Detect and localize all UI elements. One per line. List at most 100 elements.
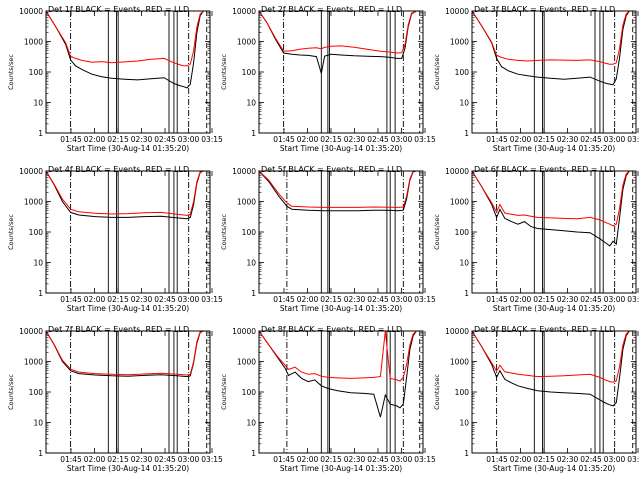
x-tick-label: 02:30 bbox=[344, 455, 366, 464]
series-lld-line bbox=[471, 10, 636, 65]
x-axis-label: Start Time (30-Aug-14 01:35:20) bbox=[280, 464, 402, 473]
y-tick-label: 1000 bbox=[237, 198, 256, 207]
y-tick-label: 1000 bbox=[450, 198, 469, 207]
y-tick-label: 1 bbox=[38, 129, 43, 138]
x-tick-label: 02:30 bbox=[557, 135, 579, 144]
y-tick-label: 10000 bbox=[232, 167, 256, 176]
x-tick-label: 02:30 bbox=[557, 295, 579, 304]
x-tick-label: 02:45 bbox=[154, 295, 176, 304]
y-tick-label: 1000 bbox=[237, 38, 256, 47]
x-tick-label: 03:00 bbox=[391, 135, 413, 144]
x-tick-label: 03:15 bbox=[414, 295, 436, 304]
series-lld-line bbox=[258, 330, 423, 382]
x-tick-label: 01:45 bbox=[486, 295, 508, 304]
y-tick-label: 10000 bbox=[19, 167, 43, 176]
x-tick-label: 01:45 bbox=[486, 455, 508, 464]
panel-1: 1 10 100 1000 10000 01:45 02:00 02:15 02:30 02:45… bbox=[7, 5, 223, 153]
y-tick-label: 10 bbox=[246, 99, 256, 108]
x-tick-label: 02:15 bbox=[320, 295, 342, 304]
series-lld-line bbox=[471, 170, 636, 227]
x-tick-label: 02:30 bbox=[131, 295, 153, 304]
y-tick-label: 10000 bbox=[19, 327, 43, 336]
y-tick-label: 1000 bbox=[450, 38, 469, 47]
y-tick-label: 1 bbox=[38, 289, 43, 298]
y-tick-label: 10000 bbox=[445, 7, 469, 16]
x-tick-label: 03:15 bbox=[414, 135, 436, 144]
x-tick-label: 03:15 bbox=[201, 295, 223, 304]
x-tick-label: 02:45 bbox=[367, 295, 389, 304]
y-tick-label: 10 bbox=[459, 419, 469, 428]
x-tick-label: 02:30 bbox=[131, 135, 153, 144]
y-tick-label: 10 bbox=[33, 419, 43, 428]
y-tick-label: 1 bbox=[251, 289, 256, 298]
y-tick-label: 10 bbox=[459, 259, 469, 268]
y-tick-label: 100 bbox=[455, 388, 470, 397]
x-tick-label: 03:00 bbox=[604, 135, 626, 144]
y-axis-label: Counts/sec bbox=[433, 374, 441, 410]
y-tick-label: 10000 bbox=[19, 7, 43, 16]
y-tick-label: 10 bbox=[246, 259, 256, 268]
x-tick-label: 02:45 bbox=[154, 455, 176, 464]
x-tick-label: 02:15 bbox=[533, 135, 555, 144]
x-tick-label: 03:00 bbox=[604, 455, 626, 464]
x-axis-label: Start Time (30-Aug-14 01:35:20) bbox=[67, 144, 189, 153]
x-tick-label: 02:30 bbox=[131, 455, 153, 464]
x-axis-label: Start Time (30-Aug-14 01:35:20) bbox=[493, 304, 615, 313]
x-tick-label: 03:15 bbox=[627, 295, 640, 304]
y-axis-label: Counts/sec bbox=[220, 214, 228, 250]
series-events-line bbox=[258, 330, 423, 418]
series-events-line bbox=[471, 10, 636, 86]
x-tick-label: 03:15 bbox=[627, 455, 640, 464]
series-events-line bbox=[471, 330, 636, 407]
panel-title: Det 7f BLACK = Events, RED = LLD bbox=[48, 325, 189, 334]
series-lld-line bbox=[258, 170, 423, 208]
x-tick-label: 03:00 bbox=[178, 135, 200, 144]
series-events-line bbox=[258, 10, 423, 74]
y-tick-label: 10000 bbox=[232, 327, 256, 336]
panel-4: 1 10 100 1000 10000 01:45 02:00 02:15 02:30 02:45… bbox=[7, 165, 223, 313]
y-tick-label: 100 bbox=[455, 68, 470, 77]
x-tick-label: 02:15 bbox=[320, 455, 342, 464]
x-tick-label: 02:45 bbox=[154, 135, 176, 144]
x-tick-label: 02:00 bbox=[84, 455, 106, 464]
x-tick-label: 02:45 bbox=[580, 455, 602, 464]
x-tick-label: 02:00 bbox=[297, 295, 319, 304]
x-tick-label: 02:15 bbox=[107, 135, 129, 144]
panel-9: 1 10 100 1000 10000 01:45 02:00 02:15 02:30 02:45… bbox=[433, 325, 640, 473]
series-lld-line bbox=[45, 170, 210, 216]
y-tick-label: 1000 bbox=[24, 198, 43, 207]
panel-title: Det 6f BLACK = Events, RED = LLD bbox=[474, 165, 615, 174]
panel-3: 1 10 100 1000 10000 01:45 02:00 02:15 02:30 02:45… bbox=[433, 5, 640, 153]
x-tick-label: 03:00 bbox=[391, 455, 413, 464]
x-tick-label: 02:30 bbox=[557, 455, 579, 464]
x-tick-label: 02:45 bbox=[367, 135, 389, 144]
x-tick-label: 03:15 bbox=[414, 455, 436, 464]
y-axis-label: Counts/sec bbox=[433, 214, 441, 250]
plot-frame bbox=[258, 330, 424, 454]
x-axis-label: Start Time (30-Aug-14 01:35:20) bbox=[280, 304, 402, 313]
y-axis-label: Counts/sec bbox=[433, 54, 441, 90]
x-tick-label: 01:45 bbox=[60, 295, 82, 304]
y-tick-label: 10 bbox=[459, 99, 469, 108]
x-tick-label: 02:15 bbox=[107, 295, 129, 304]
y-tick-label: 1 bbox=[38, 449, 43, 458]
y-tick-label: 10000 bbox=[445, 327, 469, 336]
panel-title: Det 2f BLACK = Events, RED = LLD bbox=[261, 5, 402, 14]
x-tick-label: 02:00 bbox=[84, 135, 106, 144]
x-tick-label: 02:45 bbox=[580, 295, 602, 304]
series-events-line bbox=[471, 170, 636, 247]
x-axis-label: Start Time (30-Aug-14 01:35:20) bbox=[493, 144, 615, 153]
y-tick-label: 100 bbox=[242, 388, 257, 397]
y-tick-label: 1000 bbox=[24, 38, 43, 47]
x-tick-label: 02:45 bbox=[580, 135, 602, 144]
series-lld-line bbox=[471, 330, 636, 383]
panel-5: 1 10 100 1000 10000 01:45 02:00 02:15 02:30 02:45… bbox=[220, 165, 436, 313]
x-tick-label: 01:45 bbox=[486, 135, 508, 144]
y-tick-label: 1 bbox=[251, 449, 256, 458]
x-tick-label: 03:00 bbox=[178, 295, 200, 304]
x-tick-label: 01:45 bbox=[60, 135, 82, 144]
panel-title: Det 1f BLACK = Events, RED = LLD bbox=[48, 5, 189, 14]
y-axis-label: Counts/sec bbox=[220, 54, 228, 90]
x-tick-label: 02:15 bbox=[533, 455, 555, 464]
y-tick-label: 1 bbox=[251, 129, 256, 138]
